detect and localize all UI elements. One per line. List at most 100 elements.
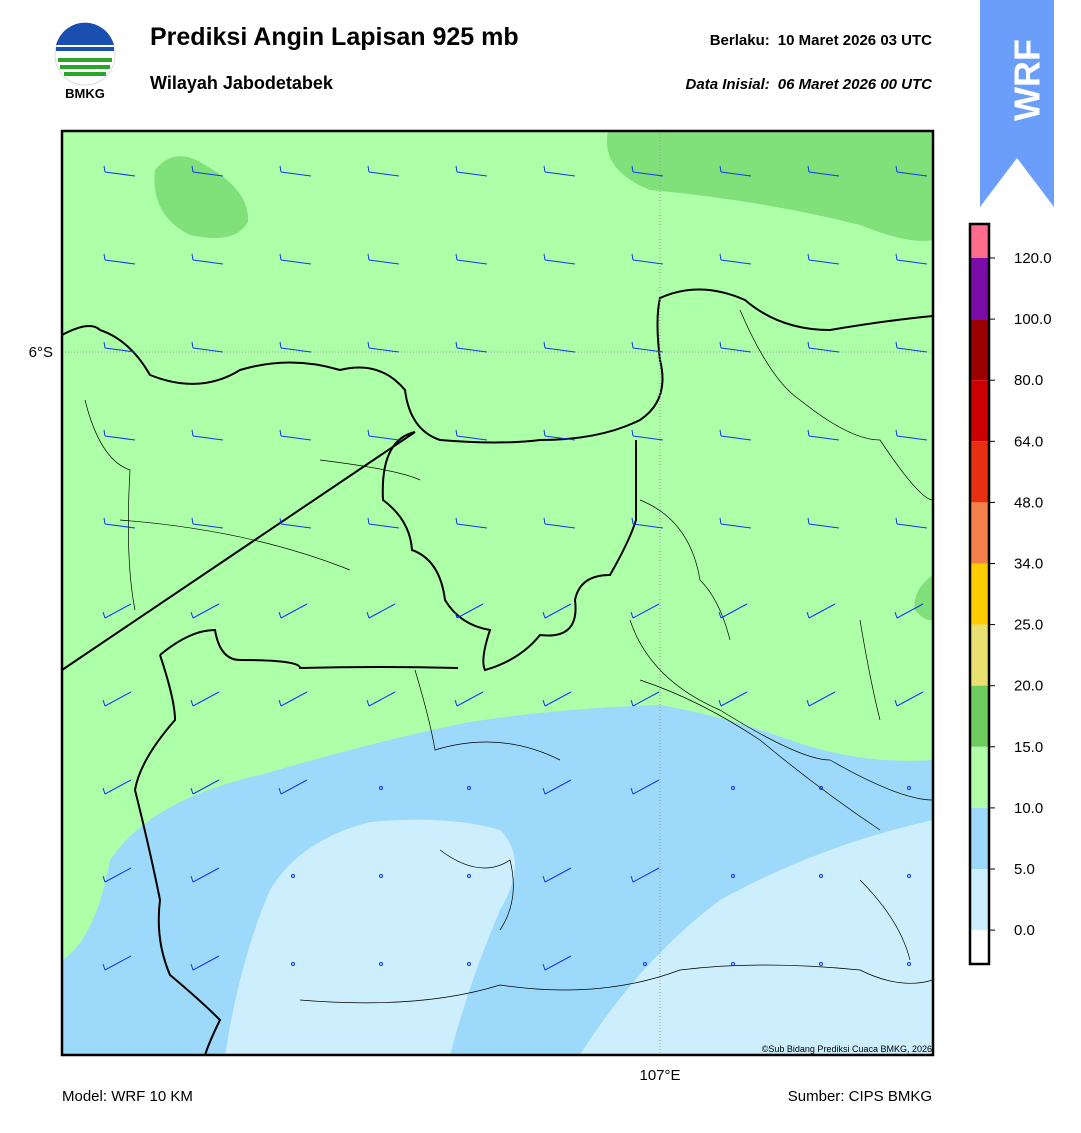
credit: ©Sub Bidang Prediksi Cuaca BMKG, 2026	[762, 1044, 932, 1054]
wind-barb	[366, 691, 396, 707]
colorbar-segment	[970, 624, 989, 686]
wind-barb	[367, 341, 400, 353]
wind-calm	[907, 962, 911, 966]
wind-barb	[367, 165, 400, 177]
wind-barb	[191, 429, 224, 441]
wind-barb	[102, 691, 132, 707]
wind-barb	[190, 867, 220, 883]
valid-label: Berlaku:	[710, 32, 770, 49]
wind-calm	[379, 874, 383, 878]
wind-barb	[895, 341, 928, 353]
wind-barb	[102, 955, 132, 971]
wind-calm	[379, 786, 383, 790]
wind-barb	[190, 955, 220, 971]
wind-barb	[631, 429, 664, 441]
initial-label: Data Inisial:	[686, 76, 770, 93]
wind-barb	[103, 165, 136, 177]
wind-barb	[543, 517, 576, 529]
wind-barb	[102, 779, 132, 795]
wind-barb	[190, 691, 220, 707]
wind-barb	[102, 867, 132, 883]
logo-text: BMKG	[65, 86, 105, 101]
wind-barb	[102, 603, 132, 619]
wind-barb	[455, 517, 488, 529]
wind-barb	[455, 341, 488, 353]
wind-calm	[819, 962, 823, 966]
wind-barb	[455, 429, 488, 441]
wind-barb	[103, 517, 136, 529]
model: Model: WRF 10 KM	[62, 1088, 193, 1105]
wind-barb	[631, 253, 664, 265]
colorbar-label: 20.0	[1014, 678, 1043, 695]
wind-barb	[542, 691, 572, 707]
wind-barb	[630, 867, 660, 883]
wind-calm	[643, 962, 647, 966]
colorbar-label: 34.0	[1014, 556, 1043, 573]
wind-barb	[191, 341, 224, 353]
wind-calm	[731, 786, 735, 790]
wind-barb	[191, 517, 224, 529]
wind-barb	[366, 603, 396, 619]
source: Sumber: CIPS BMKG	[788, 1088, 932, 1105]
wind-barb	[367, 517, 400, 529]
wind-barb	[103, 341, 136, 353]
initial-value: 06 Maret 2026 00 UTC	[778, 76, 933, 93]
wind-barb	[806, 691, 836, 707]
wind-barb	[630, 691, 660, 707]
colorbar-label: 0.0	[1014, 922, 1035, 939]
wind-barb	[454, 691, 484, 707]
wind-barb	[278, 779, 308, 795]
wind-barb	[719, 429, 752, 441]
colorbar-label: 5.0	[1014, 861, 1035, 878]
wind-barb	[630, 779, 660, 795]
colorbar-label: 15.0	[1014, 739, 1043, 756]
wind-barb	[719, 253, 752, 265]
wind-barb	[543, 429, 576, 441]
colorbar-segment	[970, 807, 989, 869]
wind-barb	[542, 955, 572, 971]
wind-barb	[894, 603, 924, 619]
colorbar-segment	[970, 930, 989, 964]
wind-calm	[379, 962, 383, 966]
wind-barb	[103, 429, 136, 441]
wind-calm	[819, 786, 823, 790]
wind-barb	[718, 691, 748, 707]
wind-barb	[719, 165, 752, 177]
wind-barb	[719, 517, 752, 529]
wind-barb	[895, 253, 928, 265]
wind-barb	[190, 779, 220, 795]
subtitle: Wilayah Jabodetabek	[150, 73, 334, 93]
wind-barb	[631, 517, 664, 529]
map	[62, 131, 933, 1055]
colorbar-label: 64.0	[1014, 433, 1043, 450]
wind-barb	[807, 517, 840, 529]
colorbar-label: 100.0	[1014, 311, 1052, 328]
wind-barb	[631, 165, 664, 177]
wind-calm	[731, 962, 735, 966]
colorbar-segment	[970, 441, 989, 503]
wind-barb	[543, 165, 576, 177]
wind-barb	[807, 165, 840, 177]
colorbar-label: 80.0	[1014, 372, 1043, 389]
wind-calm	[907, 786, 911, 790]
valid-value: 10 Maret 2026 03 UTC	[778, 32, 932, 49]
colorbar-label: 120.0	[1014, 250, 1052, 267]
wind-barb	[542, 779, 572, 795]
wind-barb	[631, 341, 664, 353]
wind-barb	[103, 253, 136, 265]
wind-barb	[190, 603, 220, 619]
wind-barb	[454, 603, 484, 619]
wind-barb	[807, 429, 840, 441]
wind-barb	[807, 253, 840, 265]
wind-barb	[630, 603, 660, 619]
wind-barb	[279, 253, 312, 265]
colorbar-label: 25.0	[1014, 617, 1043, 634]
wind-barb	[278, 691, 308, 707]
wind-barb	[367, 429, 400, 441]
wind-barb	[895, 165, 928, 177]
colorbar-label: 48.0	[1014, 494, 1043, 511]
wind-calm	[467, 786, 471, 790]
colorbar-segment	[970, 502, 989, 564]
colorbar-segment	[970, 319, 989, 381]
